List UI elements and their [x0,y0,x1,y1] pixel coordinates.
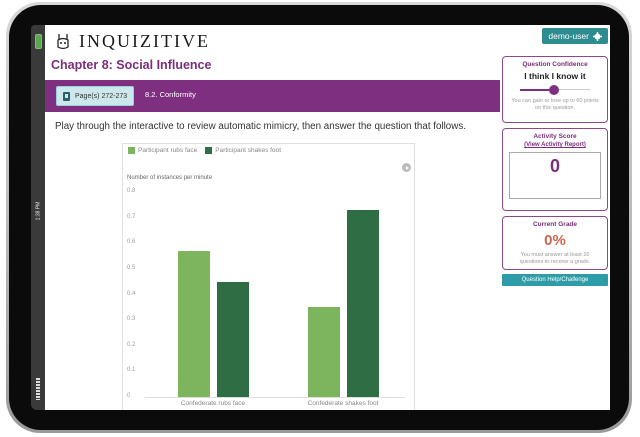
play-icon[interactable] [402,163,411,172]
y-tick-label: 0.6 [127,239,136,246]
grade-note: You must answer at least 20 questions to… [519,252,591,265]
x-tick-label: Confederate shakes foot [307,400,379,407]
pages-label: Page(s) 272-273 [75,92,128,100]
activity-title: Activity Score [533,133,577,140]
chart-legend: Participant rubs face Participant shakes… [128,147,281,154]
legend-label: Participant shakes foot [215,147,282,154]
y-tick-label: 0.3 [127,316,136,323]
x-axis-line [145,397,405,398]
gear-icon [593,31,602,41]
slider-fill [520,89,555,91]
confidence-panel: Question Confidence I think I know it Yo… [502,56,608,123]
question-help-button[interactable]: Question Help/Challenge [502,274,608,286]
score-box: 0 [509,152,601,199]
confidence-title: Question Confidence [522,61,588,68]
chart-bar[interactable] [216,281,249,397]
y-tick-label: 0.5 [127,264,136,271]
mascot-icon [57,33,69,49]
x-tick-label: Confederate rubs face [180,400,246,407]
user-name: demo-user [548,31,589,41]
grade-value: 0% [544,232,566,249]
y-axis-title: Number of instances per minute [127,175,213,181]
slider-handle[interactable] [549,85,559,95]
battery-icon [35,34,42,49]
book-icon [63,91,70,101]
interactive-chart[interactable]: Participant rubs face Participant shakes… [122,143,415,410]
current-grade-panel: Current Grade 0% You must answer at leas… [502,216,608,270]
section-label: 8.2. Conformity [145,90,196,99]
slider-track [555,89,590,90]
chart-bar[interactable] [177,250,210,397]
legend-label: Participant rubs face [138,147,198,154]
y-tick-label: 0.1 [127,367,136,374]
home-indicator-icon [36,378,40,400]
y-tick-label: 0.8 [127,188,136,194]
y-tick-label: 0.4 [127,290,136,297]
y-tick-label: 0.7 [127,213,136,220]
grade-title: Current Grade [532,221,578,228]
chart-bar[interactable] [307,307,340,397]
legend-swatch [205,147,213,154]
app-screen: INQUIZITIVE demo-user Chapter 8: Social … [45,25,610,410]
logo-text: INQUIZITIVE [79,31,210,51]
chart-plot-area: 0 0.1 0.2 0.3 0.4 0.5 0.6 0.7 0.8 Confederate rub… [123,144,414,410]
app-logo[interactable]: INQUIZITIVE [55,31,210,52]
legend-item[interactable]: Participant shakes foot [205,147,281,154]
y-tick-label: 0.2 [127,341,136,348]
section-bar: Page(s) 272-273 8.2. Conformity [45,80,500,112]
view-activity-report-link[interactable]: (View Activity Report) [524,142,586,148]
status-bar [31,25,45,410]
confidence-slider[interactable] [520,85,590,95]
question-prompt: Play through the interactive to review a… [55,121,466,132]
status-time: 1:38 PM [35,201,42,221]
chart-bar[interactable] [346,209,379,397]
legend-item[interactable]: Participant rubs face [128,147,197,154]
pages-button[interactable]: Page(s) 272-273 [56,86,135,106]
y-tick-label: 0 [127,393,131,399]
chapter-title: Chapter 8: Social Influence [51,58,212,72]
activity-score-value: 0 [549,156,560,176]
legend-swatch [128,147,135,154]
confidence-value: I think I know it [524,71,586,81]
confidence-note: You can gain or lose up to 60 points on … [511,98,599,111]
user-menu-button[interactable]: demo-user [542,28,608,44]
activity-score-panel: Activity Score (View Activity Report) 0 [502,128,608,211]
